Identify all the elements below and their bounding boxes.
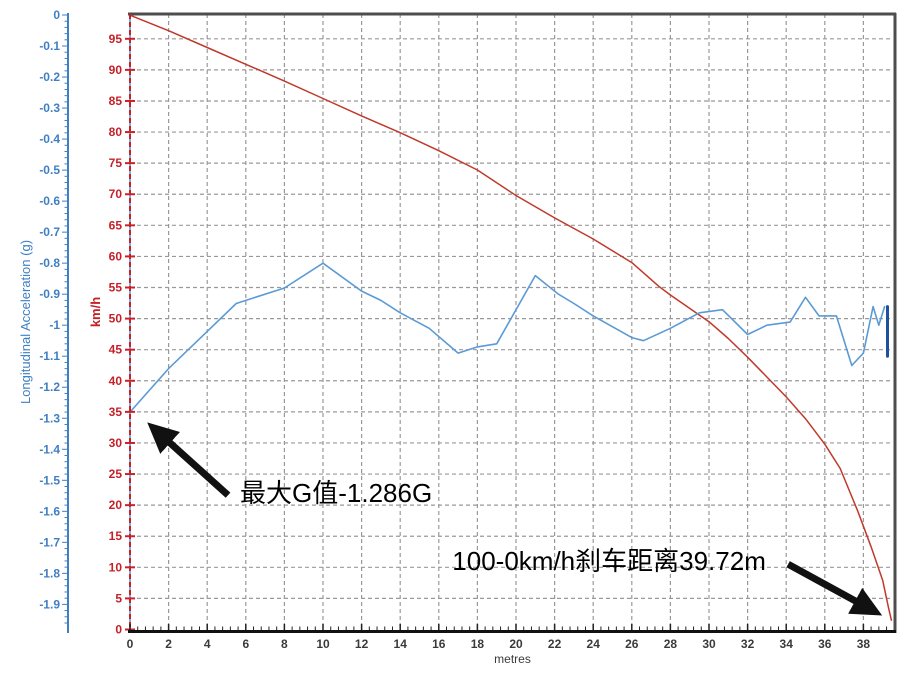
acceleration-tick-label: -1 xyxy=(49,318,60,332)
speed-tick-label: 80 xyxy=(109,125,123,139)
acceleration-tick-label: -1.9 xyxy=(39,597,60,611)
x-tick-label: 18 xyxy=(471,637,485,651)
acceleration-axis-title: Longitudinal Acceleration (g) xyxy=(18,240,33,404)
speed-tick-label: 55 xyxy=(109,281,123,295)
x-tick-label: 20 xyxy=(509,637,523,651)
x-tick-label: 12 xyxy=(355,637,369,651)
longitudinal-acceleration-curve xyxy=(129,14,886,631)
speed-tick-label: 0 xyxy=(115,623,122,637)
annotation-arrow-braking-distance xyxy=(786,561,883,616)
acceleration-tick-label: -0.2 xyxy=(39,70,60,84)
speed-tick-label: 50 xyxy=(109,312,123,326)
x-tick-label: 26 xyxy=(625,637,639,651)
x-axis-title: metres xyxy=(494,652,531,666)
x-tick-label: 10 xyxy=(316,637,330,651)
acceleration-tick-label: -1.4 xyxy=(39,442,60,456)
acceleration-tick-label: -0.4 xyxy=(39,132,60,146)
speed-tick-label: 70 xyxy=(109,187,123,201)
acceleration-tick-label: -1.5 xyxy=(39,473,60,487)
x-tick-label: 4 xyxy=(204,637,211,651)
speed-tick-label: 30 xyxy=(109,436,123,450)
speed-tick-label: 15 xyxy=(109,529,123,543)
speed-tick-label: 10 xyxy=(109,560,123,574)
x-tick-label: 24 xyxy=(587,637,601,651)
speed-tick-label: 5 xyxy=(115,591,122,605)
speed-tick-label: 25 xyxy=(109,467,123,481)
x-tick-label: 0 xyxy=(127,637,134,651)
acceleration-tick-label: -0.6 xyxy=(39,194,60,208)
speed-tick-label: 35 xyxy=(109,405,123,419)
speed-tick-label: 85 xyxy=(109,94,123,108)
acceleration-tick-label: -1.2 xyxy=(39,380,60,394)
x-tick-label: 30 xyxy=(702,637,716,651)
acceleration-tick-label: -1.8 xyxy=(39,566,60,580)
x-tick-label: 16 xyxy=(432,637,446,651)
acceleration-tick-label: -0.9 xyxy=(39,287,60,301)
acceleration-tick-label: -0.8 xyxy=(39,256,60,270)
x-tick-label: 34 xyxy=(780,637,794,651)
speed-tick-label: 20 xyxy=(109,498,123,512)
x-tick-label: 28 xyxy=(664,637,678,651)
x-tick-label: 14 xyxy=(394,637,408,651)
acceleration-tick-label: -1.7 xyxy=(39,535,60,549)
acceleration-tick-label: -1.3 xyxy=(39,411,60,425)
speed-curve xyxy=(129,14,893,621)
x-tick-label: 36 xyxy=(818,637,832,651)
acceleration-tick-label: -0.1 xyxy=(39,39,60,53)
acceleration-tick-label: -0.7 xyxy=(39,225,60,239)
acceleration-tick-label: 0 xyxy=(53,8,60,22)
x-tick-label: 22 xyxy=(548,637,562,651)
annotation-text-max-g: 最大G值-1.286G xyxy=(240,478,432,508)
speed-tick-label: 45 xyxy=(109,343,123,357)
speed-tick-label: 60 xyxy=(109,249,123,263)
acceleration-tick-label: -0.3 xyxy=(39,101,60,115)
acceleration-tick-label: -0.5 xyxy=(39,163,60,177)
x-tick-label: 8 xyxy=(281,637,288,651)
x-tick-label: 6 xyxy=(242,637,249,651)
speed-axis-title: km/h xyxy=(88,297,103,327)
speed-tick-label: 95 xyxy=(109,32,123,46)
x-tick-label: 38 xyxy=(857,637,871,651)
annotation-text-braking-distance: 100-0km/h刹车距离39.72m xyxy=(452,546,766,576)
x-tick-label: 2 xyxy=(165,637,172,651)
annotation-arrow-max-g xyxy=(147,422,231,498)
acceleration-tick-label: -1.6 xyxy=(39,504,60,518)
speed-tick-label: 90 xyxy=(109,63,123,77)
acceleration-tick-label: -1.1 xyxy=(39,349,60,363)
speed-tick-label: 40 xyxy=(109,374,123,388)
speed-tick-label: 65 xyxy=(109,218,123,232)
speed-tick-label: 75 xyxy=(109,156,123,170)
x-tick-label: 32 xyxy=(741,637,755,651)
